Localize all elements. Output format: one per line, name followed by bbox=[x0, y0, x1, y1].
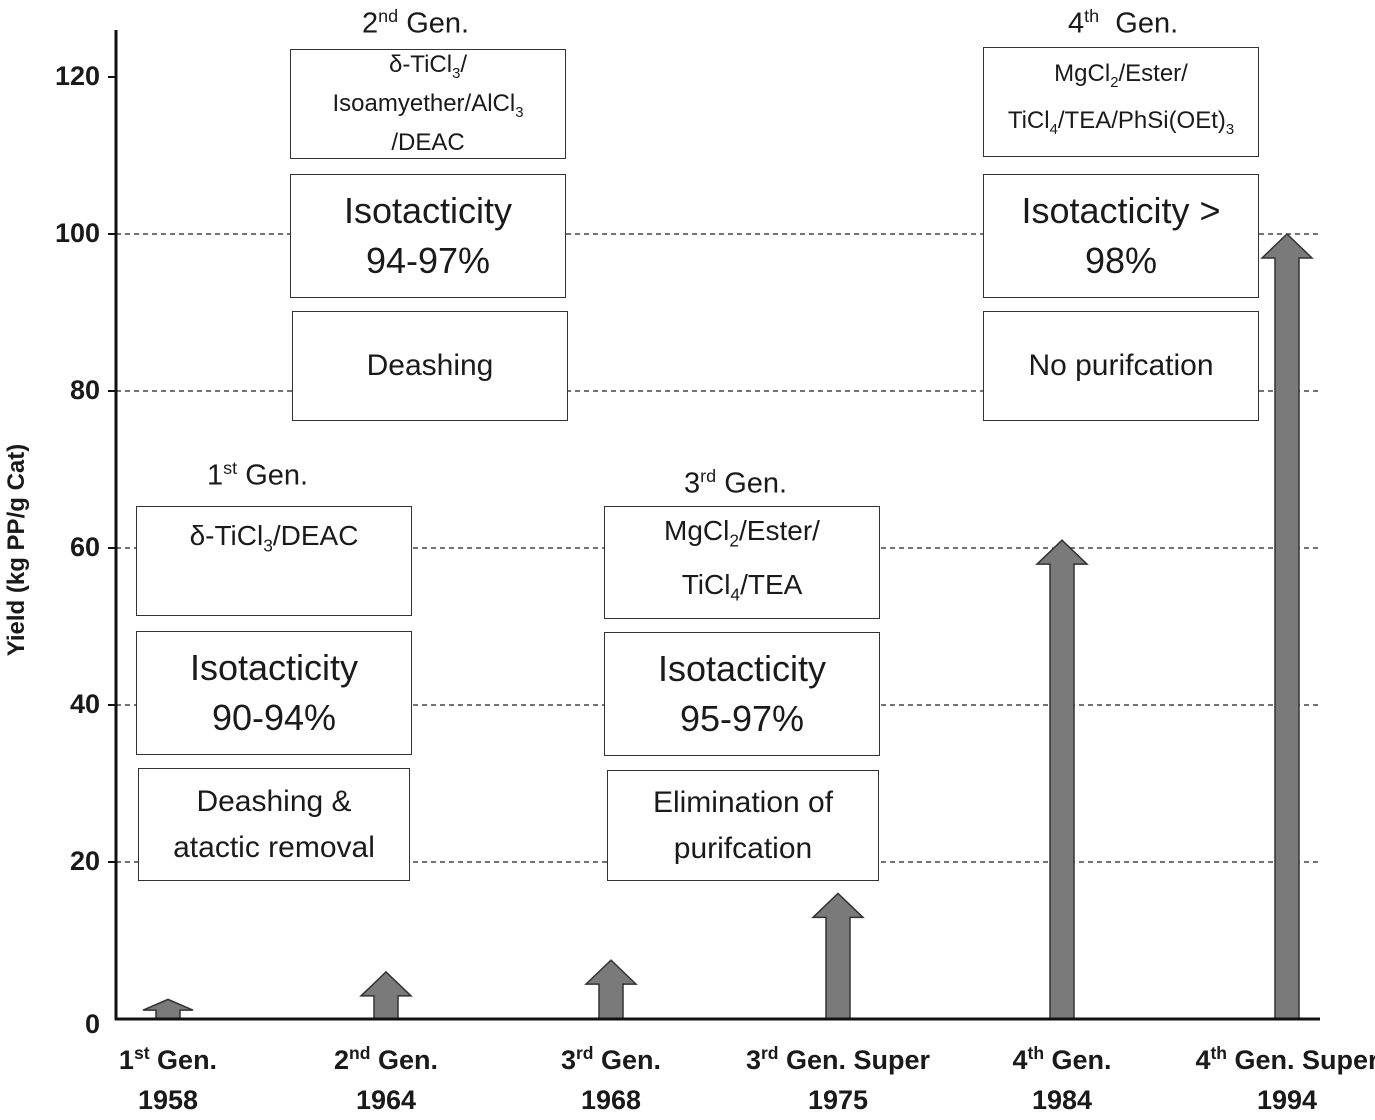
bar-arrow bbox=[811, 892, 865, 1020]
x-tick-label: 3rd Gen. Super 1975 bbox=[745, 1043, 931, 1115]
gen3-purification-box: Elimination of purifcation bbox=[607, 770, 879, 881]
y-tick-label: 60 bbox=[69, 532, 100, 562]
gen3-isotacticity-box: Isotacticity 95-97% bbox=[604, 632, 880, 756]
y-tick-label: 120 bbox=[54, 61, 100, 91]
gen1-isotacticity-box: Isotacticity 90-94% bbox=[136, 631, 412, 755]
gen3-catalyst-box: MgCl2/Ester/ TiCl4/TEA bbox=[604, 506, 880, 619]
x-tick-label: 4th Gen. 1984 bbox=[1012, 1043, 1112, 1115]
gen1-catalyst-box: δ-TiCl3/DEAC bbox=[136, 506, 412, 616]
bar-arrow bbox=[359, 970, 413, 1020]
bar-arrow bbox=[142, 998, 194, 1020]
y-tick-label: 20 bbox=[69, 846, 100, 876]
y-tick-label: 100 bbox=[54, 218, 100, 248]
x-tick-label: 2nd Gen. 1964 bbox=[334, 1043, 438, 1115]
gen4-isotacticity-box: Isotacticity > 98% bbox=[983, 174, 1259, 298]
bar-arrow bbox=[1260, 232, 1314, 1020]
axes bbox=[108, 30, 1320, 1021]
gen2-isotacticity-box: Isotacticity 94-97% bbox=[290, 174, 566, 298]
y-tick-label: 80 bbox=[69, 375, 100, 405]
gen2-header: 2nd Gen. bbox=[362, 6, 470, 40]
y-axis-title: Yield (kg PP/g Cat) bbox=[3, 443, 30, 657]
gen1-purification-box: Deashing & atactic removal bbox=[138, 768, 410, 881]
bar-arrows bbox=[142, 232, 1314, 1020]
gen2-catalyst-box: δ-TiCl3/ Isoamyether/AlCl3 /DEAC bbox=[290, 49, 566, 159]
x-tick-label: 4th Gen. Super 1994 bbox=[1195, 1043, 1375, 1115]
gen3-header: 3rd Gen. bbox=[684, 466, 788, 500]
gen4-catalyst-box: MgCl2/Ester/ TiCl4/TEA/PhSi(OEt)3 bbox=[983, 47, 1259, 157]
bar-arrow bbox=[584, 959, 638, 1020]
x-tick-label: 3rd Gen. 1968 bbox=[560, 1043, 662, 1115]
gen1-catalyst: δ-TiCl3/DEAC bbox=[189, 520, 359, 556]
y-tick-label: 0 bbox=[84, 1009, 100, 1039]
y-tick-label: 40 bbox=[69, 689, 100, 719]
x-tick-label: 1st Gen. 1958 bbox=[118, 1043, 218, 1115]
bar-arrow bbox=[1035, 539, 1089, 1020]
gen2-purification-box: Deashing bbox=[292, 311, 568, 421]
gen4-header: 4th Gen. bbox=[1068, 6, 1179, 40]
gen1-header: 1st Gen. bbox=[207, 458, 309, 492]
gen4-purification-box: No purifcation bbox=[983, 311, 1259, 421]
